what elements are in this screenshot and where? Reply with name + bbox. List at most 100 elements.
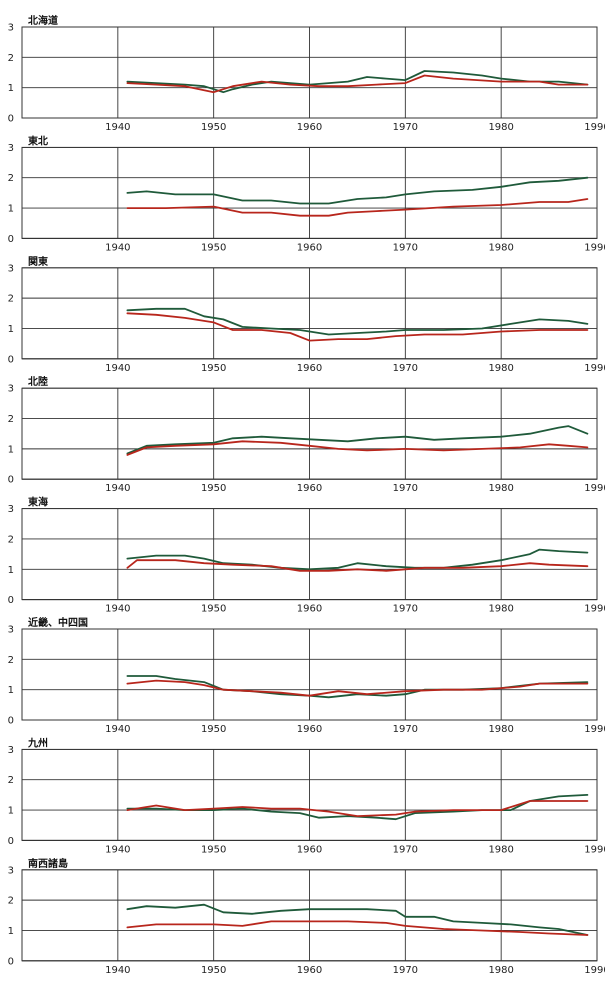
x-tick-label: 1970 <box>393 844 418 855</box>
x-tick-label: 1980 <box>488 724 513 735</box>
x-tick-label: 1960 <box>297 242 322 253</box>
x-tick-label: 1940 <box>105 122 130 133</box>
series-line <box>126 70 589 94</box>
x-tick-label: 1940 <box>105 844 130 855</box>
y-tick-label: 3 <box>8 625 14 636</box>
y-tick-label: 3 <box>8 23 14 34</box>
series-line <box>126 679 589 697</box>
panel-title: 北陸 <box>28 375 48 388</box>
x-tick-label: 1970 <box>393 724 418 735</box>
y-tick-label: 0 <box>8 716 14 727</box>
y-tick-label: 0 <box>8 354 14 365</box>
y-tick-label: 2 <box>8 414 14 425</box>
x-tick-label: 1960 <box>297 363 322 374</box>
x-tick-label: 1970 <box>393 604 418 615</box>
x-tick-label: 1990 <box>584 242 605 253</box>
chart-panel: 0 1 2 3 1940 1950 1960 1970 1980 1990 近畿、中四国 <box>8 616 605 735</box>
x-tick-label: 1980 <box>488 844 513 855</box>
series-line <box>126 312 589 342</box>
y-tick-label: 1 <box>8 444 14 455</box>
chart-panel: 0 1 2 3 1940 1950 1960 1970 1980 1990 東海 <box>8 496 605 615</box>
chart-panel: 0 1 2 3 1940 1950 1960 1970 1980 1990 南西諸島 <box>8 857 605 976</box>
y-tick-label: 2 <box>8 655 14 666</box>
panel-title: 近畿、中四国 <box>28 616 88 629</box>
y-tick-label: 2 <box>8 173 14 184</box>
y-tick-label: 0 <box>8 114 14 125</box>
y-tick-label: 3 <box>8 865 14 876</box>
y-tick-label: 1 <box>8 685 14 696</box>
x-tick-label: 1960 <box>297 483 322 494</box>
x-tick-label: 1980 <box>488 363 513 374</box>
panel-title: 東海 <box>28 496 48 509</box>
x-tick-label: 1940 <box>105 242 130 253</box>
x-tick-label: 1960 <box>297 724 322 735</box>
series-line <box>126 559 589 572</box>
series-line <box>126 440 589 456</box>
x-tick-label: 1950 <box>201 242 226 253</box>
y-tick-label: 3 <box>8 263 14 274</box>
panel-title: 九州 <box>27 736 48 749</box>
x-tick-label: 1950 <box>201 122 226 133</box>
x-tick-label: 1990 <box>584 965 605 976</box>
y-tick-label: 3 <box>8 143 14 154</box>
x-tick-label: 1940 <box>105 483 130 494</box>
series-line <box>126 74 589 94</box>
y-tick-label: 1 <box>8 204 14 215</box>
y-tick-label: 3 <box>8 745 14 756</box>
series-line <box>126 903 589 936</box>
series-line <box>126 307 589 336</box>
y-tick-label: 0 <box>8 234 14 245</box>
y-tick-label: 1 <box>8 926 14 937</box>
y-tick-label: 1 <box>8 83 14 94</box>
series-line <box>126 548 589 571</box>
y-tick-label: 3 <box>8 504 14 515</box>
panel-title: 東北 <box>28 134 48 147</box>
y-tick-label: 0 <box>8 475 14 486</box>
chart-panel: 0 1 2 3 1940 1950 1960 1970 1980 1990 九州 <box>8 736 605 855</box>
chart-panel: 0 1 2 3 1940 1950 1960 1970 1980 1990 関東 <box>8 255 605 374</box>
series-line <box>126 425 589 455</box>
x-tick-label: 1990 <box>584 122 605 133</box>
panel-title: 北海道 <box>28 14 58 27</box>
chart-panel: 0 1 2 3 1940 1950 1960 1970 1980 1990 北海道 <box>8 14 605 133</box>
series-line <box>126 794 589 821</box>
y-tick-label: 1 <box>8 324 14 335</box>
x-tick-label: 1950 <box>201 724 226 735</box>
chart-panel: 0 1 2 3 1940 1950 1960 1970 1980 1990 北陸 <box>8 375 605 494</box>
x-tick-label: 1940 <box>105 604 130 615</box>
x-tick-label: 1950 <box>201 965 226 976</box>
y-tick-label: 2 <box>8 294 14 305</box>
x-tick-label: 1970 <box>393 242 418 253</box>
x-tick-label: 1980 <box>488 483 513 494</box>
series-line <box>126 176 589 205</box>
y-tick-label: 0 <box>8 956 14 967</box>
x-tick-label: 1990 <box>584 844 605 855</box>
series-line <box>126 800 589 817</box>
x-tick-label: 1990 <box>584 483 605 494</box>
x-tick-label: 1960 <box>297 844 322 855</box>
x-tick-label: 1950 <box>201 844 226 855</box>
panel-title: 南西諸島 <box>28 857 68 870</box>
y-tick-label: 0 <box>8 836 14 847</box>
panel-title: 関東 <box>28 255 48 268</box>
y-tick-label: 3 <box>8 384 14 395</box>
y-tick-label: 1 <box>8 806 14 817</box>
x-tick-label: 1990 <box>584 724 605 735</box>
x-tick-label: 1970 <box>393 965 418 976</box>
x-tick-label: 1980 <box>488 122 513 133</box>
x-tick-label: 1980 <box>488 242 513 253</box>
x-tick-label: 1950 <box>201 483 226 494</box>
x-tick-label: 1990 <box>584 604 605 615</box>
x-tick-label: 1940 <box>105 363 130 374</box>
x-tick-label: 1970 <box>393 483 418 494</box>
x-tick-label: 1960 <box>297 604 322 615</box>
x-tick-label: 1980 <box>488 965 513 976</box>
x-tick-label: 1950 <box>201 363 226 374</box>
series-line <box>126 198 589 217</box>
x-tick-label: 1960 <box>297 122 322 133</box>
x-tick-label: 1960 <box>297 965 322 976</box>
x-tick-label: 1940 <box>105 965 130 976</box>
y-tick-label: 2 <box>8 53 14 64</box>
x-tick-label: 1970 <box>393 122 418 133</box>
x-tick-label: 1950 <box>201 604 226 615</box>
